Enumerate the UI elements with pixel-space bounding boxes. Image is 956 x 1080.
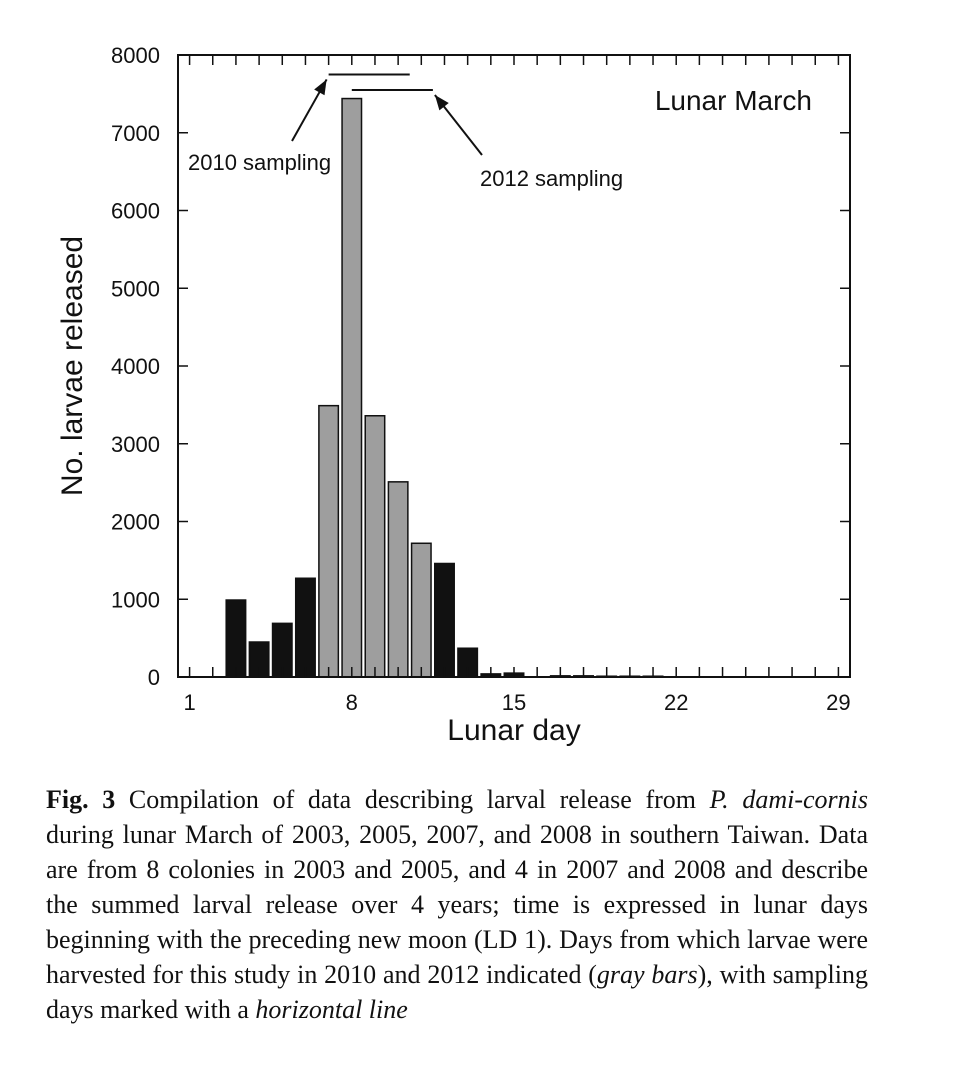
x-axis-label: Lunar day (447, 714, 580, 747)
y-tick-label-1000: 1000 (111, 587, 160, 612)
bars-group (225, 97, 664, 678)
x-tick-label-8: 8 (346, 690, 358, 715)
y-tick-label-6000: 6000 (111, 199, 160, 224)
y-tick-label-3000: 3000 (111, 432, 160, 457)
y-tick-label-7000: 7000 (111, 121, 160, 146)
plot-frame (177, 54, 851, 678)
caption-species: P. dami-cornis (709, 785, 868, 814)
sampling-group: 2010 sampling 2012 sampling (188, 73, 623, 191)
y-tick-label-0: 0 (148, 665, 160, 690)
x-tick-label-22: 22 (664, 690, 688, 715)
y-tick-label-5000: 5000 (111, 276, 160, 301)
caption-text-3: ), with sampling days marked with a (46, 960, 868, 1024)
bar-day-12 (434, 562, 455, 678)
y-tick-label-2000: 2000 (111, 510, 160, 535)
arrow-2010-head (314, 79, 327, 96)
bar-day-6 (294, 577, 316, 678)
sampling-label-2012: 2012 sampling (480, 166, 623, 191)
figure-label: Fig. 3 (46, 785, 116, 814)
arrow-2012-head (434, 94, 449, 111)
y-axis-label: No. larvae released (56, 236, 89, 496)
caption-text-1: Compilation of data describing larval re… (115, 785, 710, 814)
bar-day-3 (225, 599, 247, 678)
bar-day-11 (410, 542, 432, 678)
bar-day-8 (341, 97, 363, 678)
x-tick-label-15: 15 (502, 690, 526, 715)
caption-gray-bars: gray bars (596, 960, 698, 989)
bar-day-7 (318, 404, 340, 678)
caption-horizontal-line: horizontal line (255, 995, 408, 1024)
chart: 1 8 15 22 29 0 1000 2000 3000 4000 5000 6000 7000 800… (56, 43, 851, 747)
y-tick-label-8000: 8000 (111, 43, 160, 68)
figure-caption: Fig. 3 Compilation of data describing la… (46, 782, 868, 1027)
ticks-group: 1 8 15 22 29 0 1000 2000 3000 4000 5000 6000 7000 800… (111, 43, 851, 715)
chart-title: Lunar March (655, 85, 812, 116)
x-tick-label-29: 29 (826, 690, 850, 715)
y-tick-label-4000: 4000 (111, 354, 160, 379)
caption-text-2: during lunar March of 2003, 2005, 2007, … (46, 820, 868, 989)
bar-day-9 (364, 415, 386, 678)
sampling-label-2010: 2010 sampling (188, 150, 331, 175)
bar-day-10 (387, 481, 409, 678)
x-tick-label-1: 1 (183, 690, 195, 715)
